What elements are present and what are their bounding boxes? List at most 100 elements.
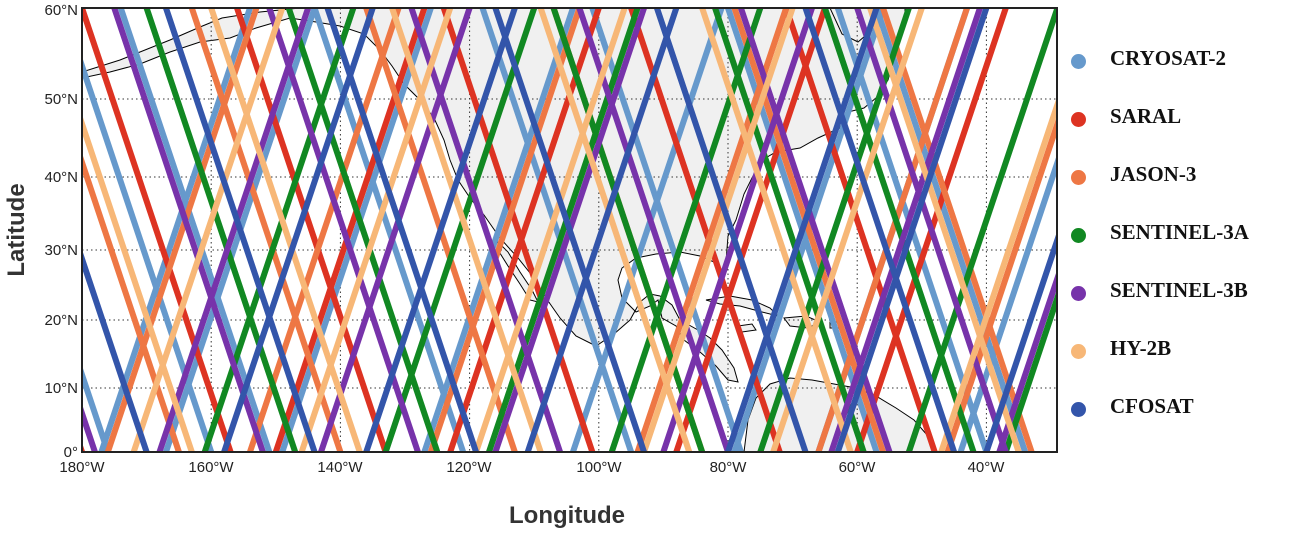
plot-frame xyxy=(81,7,1058,453)
track-sentinel-3b xyxy=(660,8,815,452)
x-tick-label: 160°W xyxy=(188,459,234,476)
track-jason-3 xyxy=(104,8,260,452)
track-cryosat-2 xyxy=(279,8,434,452)
track-hy-2b xyxy=(641,8,796,452)
track-cryosat-2 xyxy=(117,8,273,452)
y-tick-labels: 0° 10°N 20°N 30°N 40°N 50°N 60°N xyxy=(44,2,78,461)
y-axis-title: Latitude xyxy=(3,183,30,276)
x-tick-label: 100°W xyxy=(576,459,622,476)
track-jason-3 xyxy=(247,8,402,452)
track-sentinel-3a xyxy=(608,8,764,452)
track-hy-2b xyxy=(208,8,363,452)
legend-swatch xyxy=(1071,286,1086,301)
track-cryosat-2 xyxy=(311,8,466,452)
track-cfosat xyxy=(324,8,479,452)
track-cryosat-2 xyxy=(82,365,111,452)
x-tick-label: 40°W xyxy=(968,459,1006,476)
track-cfosat xyxy=(802,8,957,452)
y-tick-label: 50°N xyxy=(44,91,78,108)
legend-label: HY-2B xyxy=(1110,336,1172,360)
legend-item-hy-2b: HY-2B xyxy=(1068,330,1293,388)
track-cfosat xyxy=(524,8,680,452)
track-sentinel-3a xyxy=(906,8,1057,452)
legend-label: CRYOSAT-2 xyxy=(1110,46,1226,70)
track-sentinel-3a xyxy=(712,8,867,452)
track-cfosat xyxy=(834,8,990,452)
track-cryosat-2 xyxy=(957,154,1057,452)
track-cfosat xyxy=(983,231,1057,452)
y-tick-label: 40°N xyxy=(44,169,78,186)
track-sentinel-3b xyxy=(996,270,1057,452)
track-hy-2b xyxy=(298,8,454,452)
legend-item-saral: SARAL xyxy=(1068,98,1293,156)
track-saral xyxy=(783,8,938,452)
track-saral xyxy=(82,8,234,452)
track-jason-3 xyxy=(427,8,583,452)
altimeter-ground-tracks xyxy=(82,8,1057,452)
track-sentinel-3b xyxy=(111,8,266,452)
x-tick-label: 60°W xyxy=(839,459,877,476)
legend-label: JASON-3 xyxy=(1110,162,1197,186)
track-cfosat xyxy=(725,8,880,452)
track-jason-3 xyxy=(82,152,182,452)
legend-item-sentinel-3b: SENTINEL-3B xyxy=(1068,272,1293,330)
legend-item-cryosat-2: CRYOSAT-2 xyxy=(1068,40,1293,98)
track-sentinel-3b xyxy=(576,8,731,452)
y-tick-label: 60°N xyxy=(44,2,78,19)
track-hy-2b xyxy=(82,114,195,452)
track-saral xyxy=(234,8,389,452)
track-sentinel-3a xyxy=(550,8,706,452)
track-sentinel-3b xyxy=(408,8,563,452)
track-cfosat xyxy=(654,8,809,452)
legend-swatch xyxy=(1071,112,1086,127)
y-tick-label: 10°N xyxy=(44,380,78,397)
x-tick-label: 120°W xyxy=(446,459,492,476)
y-tick-label: 0° xyxy=(64,444,78,461)
track-hy-2b xyxy=(537,8,693,452)
legend-label: SARAL xyxy=(1110,104,1182,128)
legend-swatch xyxy=(1071,228,1086,243)
track-sentinel-3a xyxy=(1002,289,1057,452)
track-hy-2b xyxy=(699,8,854,452)
track-saral xyxy=(440,8,596,452)
track-cfosat xyxy=(82,249,150,452)
track-sentinel-3a xyxy=(285,8,441,452)
track-jason-3 xyxy=(944,115,1057,452)
track-cfosat xyxy=(221,8,376,452)
track-hy-2b xyxy=(473,8,628,452)
track-jason-3 xyxy=(188,8,344,452)
track-saral xyxy=(447,8,602,452)
legend: CRYOSAT-2 SARAL JASON-3 SENTINEL-3A SENT… xyxy=(1068,40,1293,446)
legend-item-jason-3: JASON-3 xyxy=(1068,156,1293,214)
legend-item-sentinel-3a: SENTINEL-3A xyxy=(1068,214,1293,272)
track-hy-2b xyxy=(389,8,544,452)
track-sentinel-3b xyxy=(156,8,311,452)
track-sentinel-3b xyxy=(828,8,983,452)
track-hy-2b xyxy=(867,8,1022,452)
track-sentinel-3a xyxy=(143,8,299,452)
track-cfosat xyxy=(163,8,318,452)
x-tick-label: 80°W xyxy=(710,459,748,476)
y-tick-label: 30°N xyxy=(44,242,78,259)
y-tick-label: 20°N xyxy=(44,312,78,329)
legend-swatch xyxy=(1071,402,1086,417)
legend-item-cfosat: CFOSAT xyxy=(1068,388,1293,446)
legend-swatch xyxy=(1071,344,1086,359)
legend-label: SENTINEL-3B xyxy=(1110,278,1248,302)
track-cfosat xyxy=(492,8,647,452)
x-tick-label: 180°W xyxy=(59,459,105,476)
track-jason-3 xyxy=(815,8,970,452)
legend-label: SENTINEL-3A xyxy=(1110,220,1249,244)
track-saral xyxy=(272,8,428,452)
track-hy-2b xyxy=(130,8,286,452)
track-cryosat-2 xyxy=(98,8,253,452)
x-axis-title: Longitude xyxy=(509,502,625,529)
track-cryosat-2 xyxy=(570,8,725,452)
legend-swatch xyxy=(1071,54,1086,69)
legend-label: CFOSAT xyxy=(1110,394,1194,418)
x-tick-label: 140°W xyxy=(317,459,363,476)
x-tick-labels: 180°W 160°W 140°W 120°W 100°W 80°W 60°W … xyxy=(59,459,1005,476)
track-sentinel-3b xyxy=(318,8,473,452)
legend-swatch xyxy=(1071,170,1086,185)
